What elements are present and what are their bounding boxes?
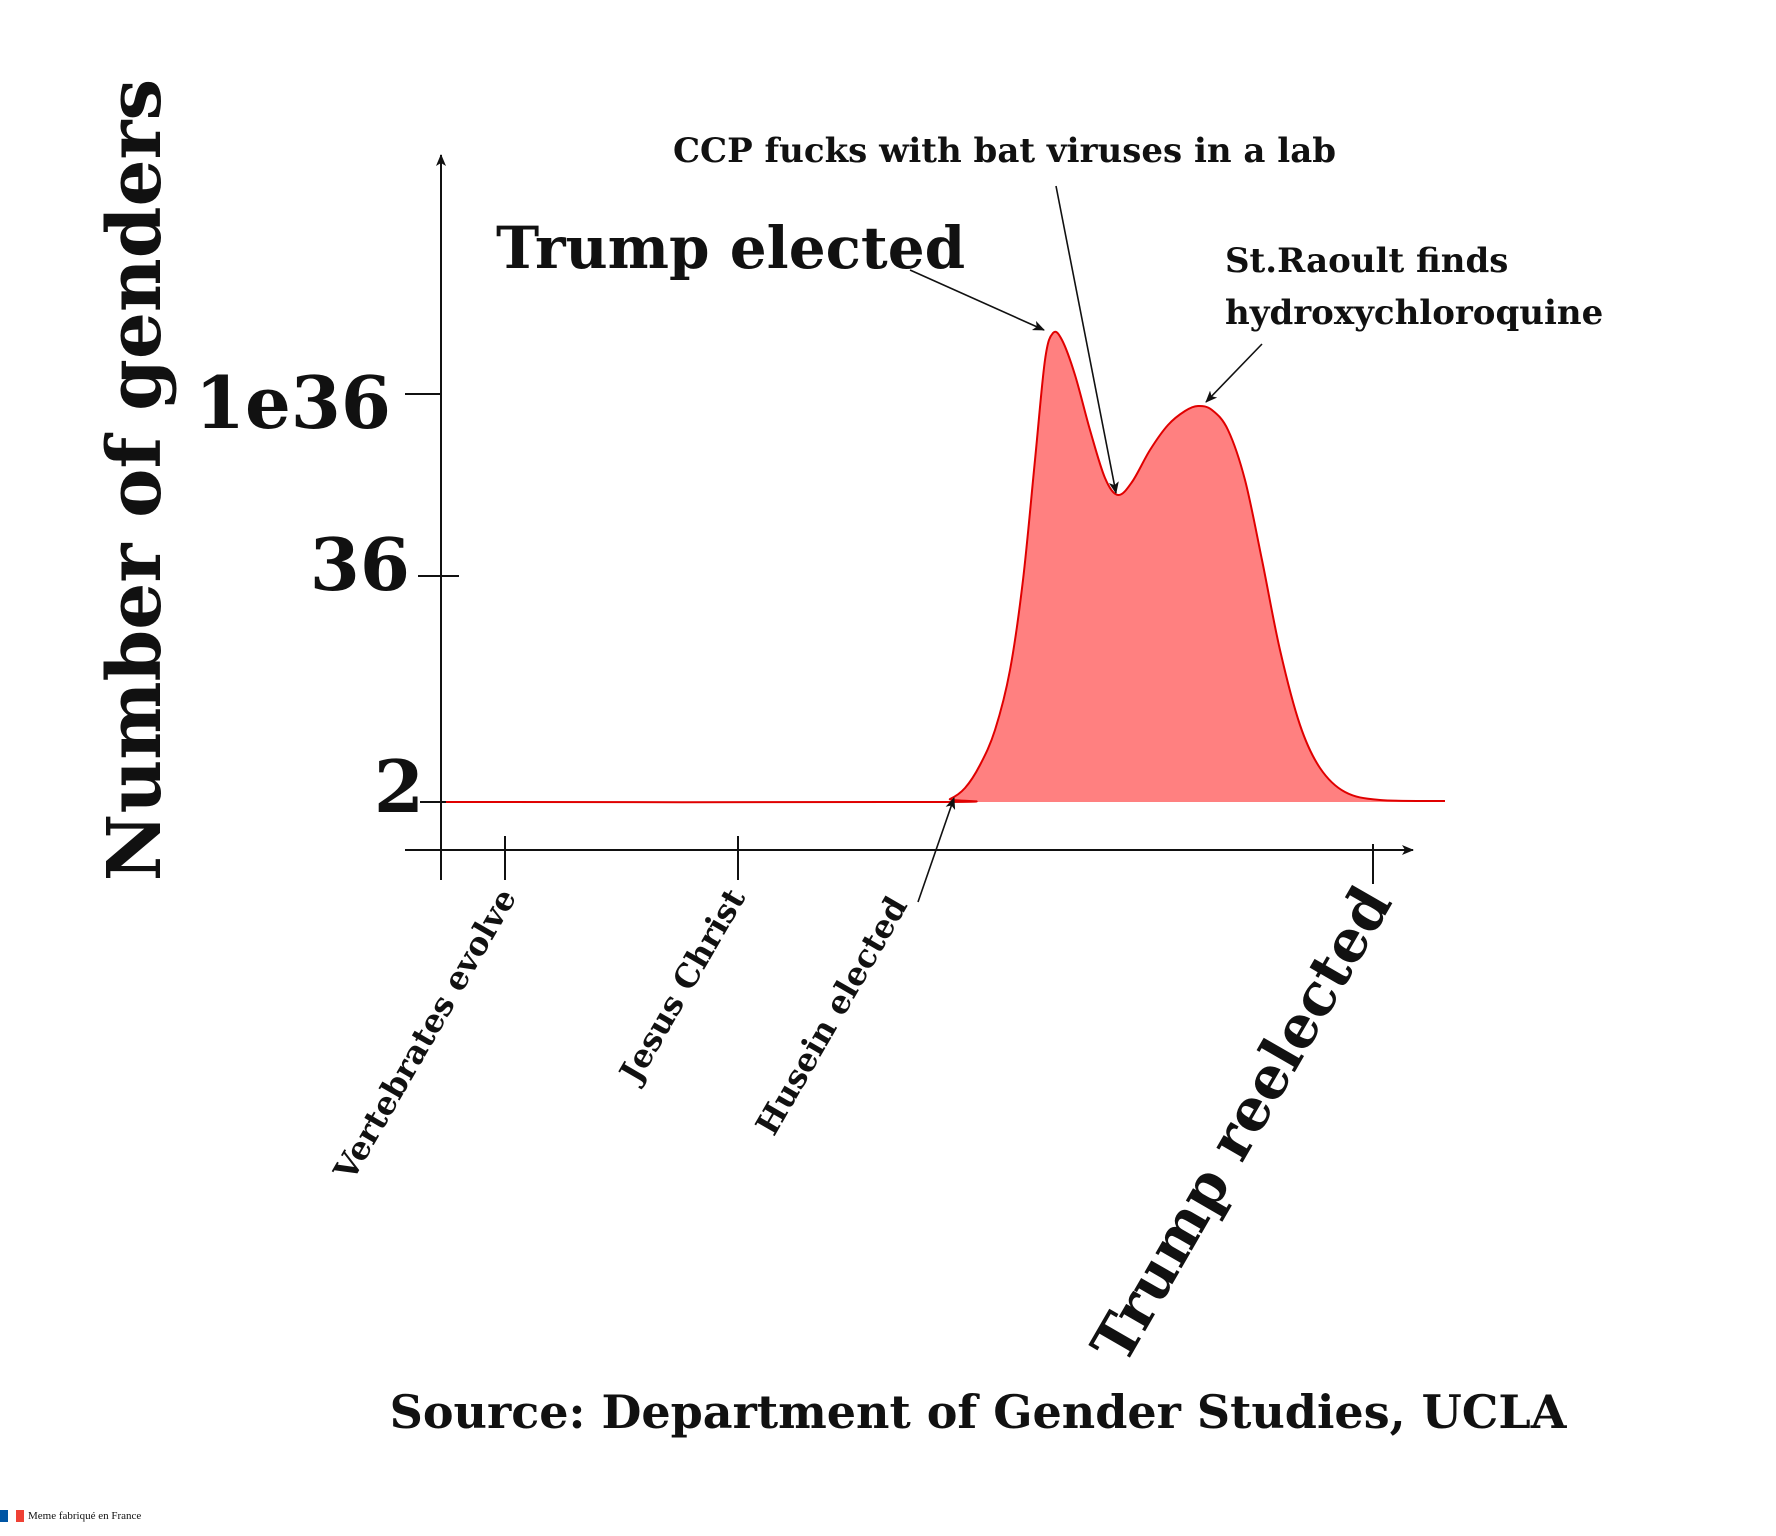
annotation-ccp: CCP fucks with bat viruses in a lab (673, 131, 1336, 171)
series-line (427, 330, 1446, 804)
annotation-raoult-line-2: hydroxychloroquine (1225, 293, 1603, 333)
annotation-arrow-ccp (1055, 185, 1119, 494)
watermark-text: Meme fabriqué en France (28, 1510, 142, 1522)
y-tick-label-2: 2 (374, 744, 424, 829)
x-tick-label-jesus: Jesus Christ (610, 882, 753, 1091)
annotation-arrow-raoult (1205, 343, 1263, 403)
annotation-arrow-trump-elected (909, 269, 1045, 331)
annotation-raoult: St.Raoult finds hydroxychloroquine (1225, 241, 1603, 333)
x-tick-label-vertebrates: Vertebrates evolve (326, 882, 524, 1188)
french-flag-icon (0, 1510, 24, 1522)
annotation-arrow-husein (917, 797, 956, 903)
watermark: Meme fabriqué en France (0, 1510, 141, 1522)
annotation-raoult-line-1: St.Raoult finds (1225, 241, 1508, 281)
series-area (428, 331, 1445, 803)
y-tick-label-36: 36 (310, 522, 410, 607)
y-tick-label-1e36: 1e36 (195, 360, 391, 445)
x-tick-label-husein: Husein elected (748, 890, 915, 1141)
source-caption: Source: Department of Gender Studies, UC… (390, 1385, 1568, 1439)
x-tick-label-trump-reelected: Trump reelected (1078, 875, 1405, 1374)
annotation-trump-elected: Trump elected (496, 214, 965, 282)
y-axis-label: Number of genders (92, 79, 178, 881)
